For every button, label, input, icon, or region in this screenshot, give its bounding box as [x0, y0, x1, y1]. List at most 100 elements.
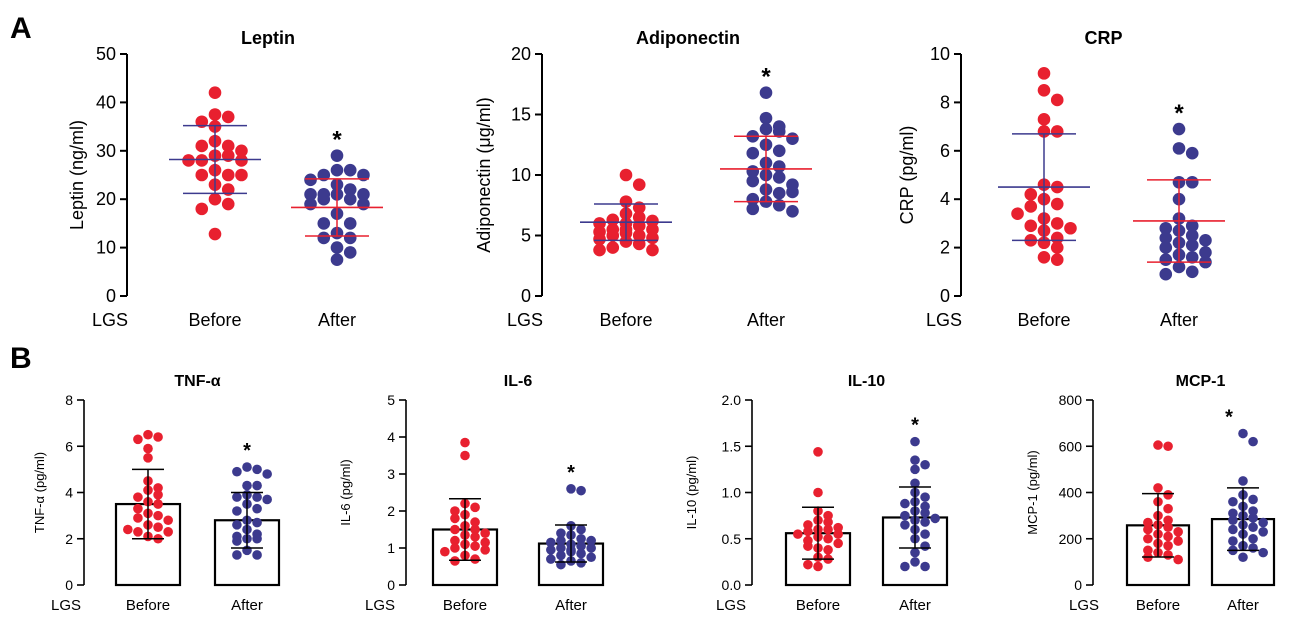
- data-point-after: [1248, 436, 1258, 447]
- data-point-before: [208, 108, 222, 121]
- data-point-before: [480, 537, 490, 548]
- data-point-before: [133, 513, 143, 523]
- data-point-before: [460, 450, 470, 461]
- data-point-after: [772, 171, 786, 184]
- data-point-after: [566, 484, 576, 494]
- data-point-after: [746, 202, 760, 216]
- data-point-before: [1163, 490, 1173, 500]
- data-point-after: [920, 529, 930, 539]
- data-point-before: [460, 437, 470, 448]
- data-point-before: [1143, 533, 1153, 544]
- data-point-before: [823, 517, 833, 527]
- category-label-before: Before: [126, 597, 170, 614]
- data-point-after: [1185, 146, 1199, 160]
- data-point-after: [232, 506, 242, 516]
- error-bar-before: [580, 203, 672, 242]
- error-bar-before: [449, 498, 481, 561]
- data-point-before: [1163, 515, 1173, 526]
- y-tick-label: 4: [940, 189, 950, 209]
- data-point-before: [208, 86, 222, 100]
- row-label: LGS: [365, 597, 395, 614]
- data-point-after: [772, 186, 786, 200]
- category-label-before: Before: [443, 597, 487, 614]
- y-tick-label: 30: [96, 141, 116, 161]
- error-bar-before: [998, 133, 1090, 242]
- data-point-before: [593, 232, 606, 246]
- data-point-before: [133, 527, 143, 537]
- y-tick-label: 400: [1059, 485, 1083, 501]
- data-point-after: [232, 492, 242, 502]
- data-point-before: [208, 227, 222, 241]
- data-point-after: [330, 241, 344, 254]
- data-point-before: [813, 561, 823, 572]
- data-point-after: [900, 498, 910, 509]
- data-point-before: [133, 492, 143, 502]
- data-point-before: [1024, 219, 1038, 233]
- data-point-before: [1163, 441, 1173, 452]
- data-point-before: [153, 483, 163, 493]
- data-point-before: [823, 545, 833, 555]
- y-tick-label: 800: [1059, 392, 1083, 408]
- data-point-before: [153, 522, 163, 532]
- data-point-after: [242, 480, 252, 491]
- y-tick-label: 1: [387, 540, 395, 556]
- data-point-after: [330, 149, 344, 162]
- data-point-before: [1153, 483, 1163, 493]
- data-point-after: [1228, 508, 1238, 519]
- data-point-after: [786, 205, 799, 218]
- data-point-after: [786, 185, 799, 199]
- y-tick-label: 0: [65, 577, 73, 593]
- data-point-after: [1228, 496, 1238, 507]
- data-point-after: [1248, 543, 1258, 553]
- significance-marker: *: [243, 440, 251, 462]
- chart-adiponectin: 0 5 10 15 20 Adiponectin (μg/ml) Adiponectin LG…: [474, 28, 812, 330]
- data-point-after: [910, 436, 920, 447]
- y-axis-label: CRP (pg/ml): [897, 126, 917, 225]
- data-point-before: [593, 243, 606, 257]
- data-point-before: [1153, 440, 1163, 450]
- error-bar-after: [1227, 487, 1259, 552]
- data-point-before: [221, 139, 235, 153]
- y-tick-label: 40: [96, 92, 116, 112]
- data-point-before: [606, 229, 620, 242]
- data-point-after: [357, 188, 370, 201]
- data-point-before: [833, 538, 843, 549]
- y-tick-label: 2: [940, 238, 950, 258]
- chart-mcp1: 0 200 400 600 800 MCP-1 (pg/ml) MCP-1 LGS Before…: [1025, 373, 1276, 614]
- data-point-before: [1173, 527, 1183, 537]
- data-point-before: [450, 513, 460, 524]
- data-point-after: [343, 183, 357, 196]
- y-axis-label: IL-6 (pg/ml): [338, 459, 353, 525]
- y-tick-label: 4: [65, 485, 73, 501]
- data-point-after: [1199, 246, 1212, 259]
- data-point-after: [330, 163, 344, 177]
- data-point-before: [163, 527, 173, 537]
- data-point-after: [1228, 524, 1238, 535]
- data-point-after: [900, 561, 910, 572]
- data-point-before: [632, 237, 646, 251]
- data-point-before: [619, 168, 633, 182]
- data-point-before: [1050, 241, 1064, 254]
- y-tick-label: 0.0: [722, 577, 742, 593]
- category-label-after: After: [747, 310, 785, 330]
- y-tick-label: 6: [940, 141, 950, 161]
- category-label-before: Before: [1136, 597, 1180, 614]
- data-point-after: [586, 535, 596, 546]
- data-point-after: [920, 459, 930, 470]
- data-point-before: [195, 154, 209, 167]
- data-point-before: [1173, 536, 1183, 546]
- chart-title: CRP: [1084, 28, 1122, 48]
- data-point-after: [910, 557, 920, 567]
- y-tick-label: 8: [940, 92, 950, 112]
- data-point-after: [232, 550, 242, 560]
- data-point-after: [576, 485, 586, 496]
- data-point-after: [1159, 253, 1173, 266]
- data-point-before: [1163, 540, 1173, 551]
- data-point-after: [1248, 513, 1258, 523]
- category-label-after: After: [318, 310, 356, 330]
- y-tick-label: 50: [96, 44, 116, 64]
- significance-marker: *: [911, 415, 919, 437]
- data-point-before: [470, 524, 480, 535]
- data-point-before: [235, 168, 248, 182]
